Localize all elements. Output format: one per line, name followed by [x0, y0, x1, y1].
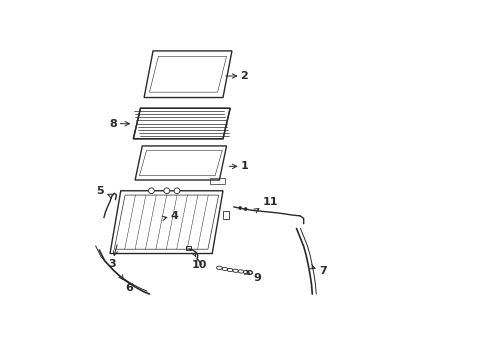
Polygon shape	[133, 108, 230, 139]
Text: 7: 7	[309, 265, 326, 276]
Text: 11: 11	[253, 197, 278, 213]
Bar	[210, 178, 224, 184]
Text: 4: 4	[162, 211, 178, 221]
Text: 10: 10	[191, 251, 207, 270]
Circle shape	[163, 188, 169, 194]
Polygon shape	[110, 191, 223, 253]
Text: 1: 1	[229, 161, 248, 171]
Circle shape	[244, 208, 246, 211]
Text: 3: 3	[108, 245, 117, 269]
Text: 6: 6	[119, 275, 133, 293]
Bar	[186, 246, 190, 250]
Circle shape	[174, 188, 180, 194]
Text: 9: 9	[244, 270, 261, 283]
Circle shape	[238, 207, 241, 210]
Text: 8: 8	[109, 119, 129, 129]
Bar	[223, 211, 229, 219]
Circle shape	[148, 188, 154, 194]
Text: 5: 5	[96, 186, 113, 198]
Text: 2: 2	[225, 71, 248, 81]
